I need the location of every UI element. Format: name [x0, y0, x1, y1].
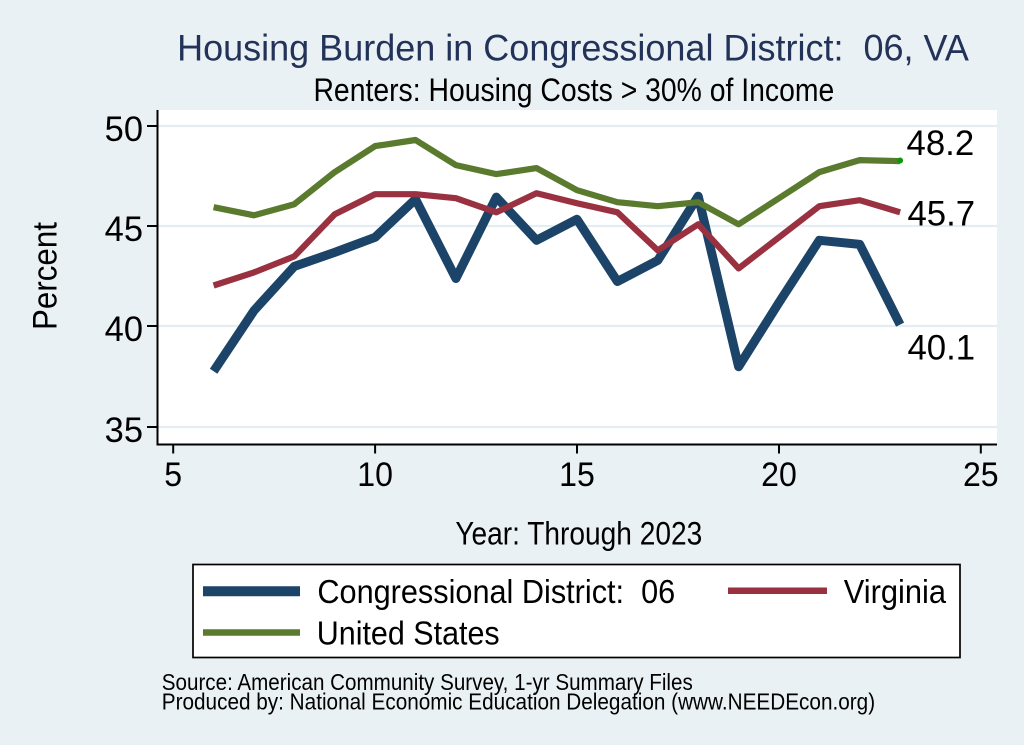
svg-text:5: 5 — [164, 456, 182, 494]
svg-text:Congressional District: 06: Congressional District: 06 — [317, 573, 675, 610]
svg-text:Percent: Percent — [25, 222, 63, 330]
svg-text:Year: Through 2023: Year: Through 2023 — [455, 517, 702, 552]
svg-text:United States: United States — [317, 614, 500, 651]
svg-text:45.7: 45.7 — [907, 194, 975, 233]
svg-text:15: 15 — [559, 456, 595, 494]
svg-text:25: 25 — [963, 456, 999, 494]
svg-text:Produced by: National Economic: Produced by: National Economic Education… — [162, 688, 875, 715]
svg-text:40: 40 — [105, 310, 143, 350]
svg-text:Virginia: Virginia — [844, 573, 946, 610]
svg-text:40.1: 40.1 — [907, 328, 975, 367]
svg-text:Renters: Housing Costs > 30% o: Renters: Housing Costs > 30% of Income — [313, 73, 834, 108]
svg-text:Housing Burden in Congressiona: Housing Burden in Congressional District… — [177, 27, 969, 69]
svg-text:10: 10 — [357, 456, 393, 494]
svg-text:35: 35 — [105, 411, 143, 451]
svg-text:20: 20 — [761, 456, 797, 494]
svg-text:Source: American Community Sur: Source: American Community Survey, 1-yr … — [162, 669, 693, 696]
svg-text:45: 45 — [105, 210, 143, 250]
svg-text:50: 50 — [105, 110, 143, 150]
svg-text:48.2: 48.2 — [906, 124, 974, 163]
